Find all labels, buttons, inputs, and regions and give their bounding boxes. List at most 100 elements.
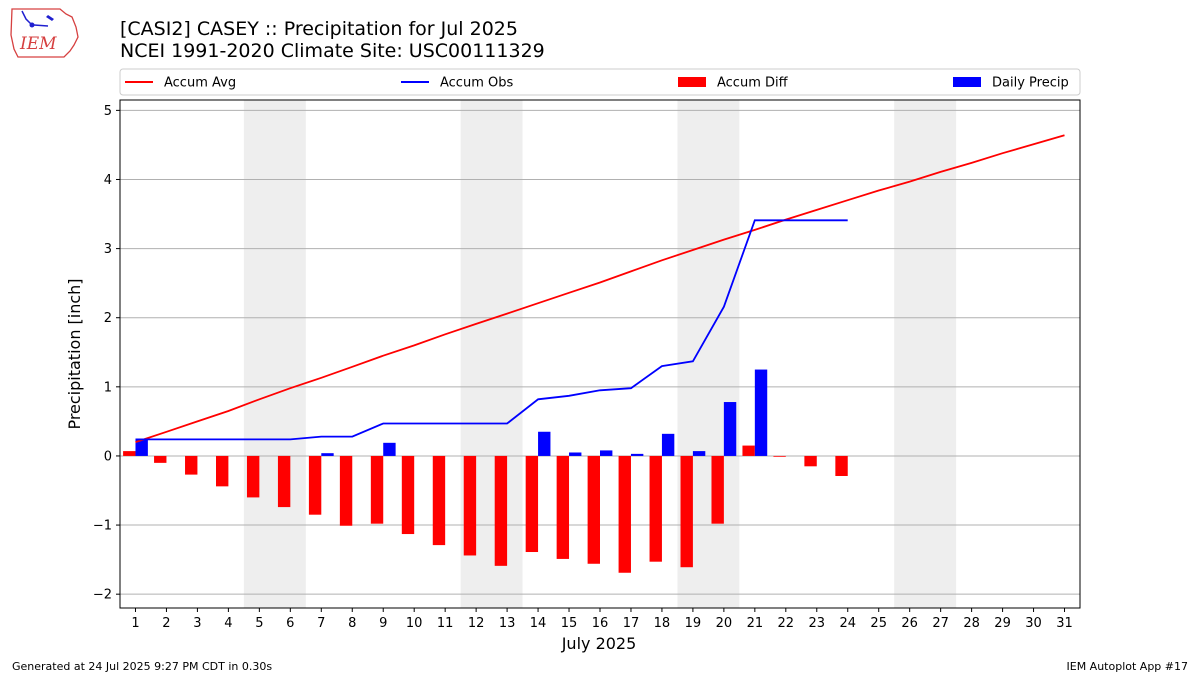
iem-logo: IEM: [8, 5, 80, 59]
x-tick-label: 19: [685, 616, 702, 631]
y-tick-label: 0: [104, 449, 112, 464]
daily-precip-bar: [383, 442, 396, 456]
x-tick-label: 20: [716, 616, 733, 631]
accum-diff-bar: [277, 455, 291, 508]
x-tick-label: 29: [994, 616, 1011, 631]
accum-diff-bar: [494, 455, 508, 566]
x-tick-label: 30: [1025, 616, 1042, 631]
x-tick-label: 11: [437, 616, 454, 631]
daily-precip-bar: [321, 453, 334, 456]
logo-text: IEM: [19, 34, 57, 54]
x-tick-label: 31: [1056, 616, 1073, 631]
y-tick-label: 5: [104, 104, 112, 119]
accum-diff-bar: [401, 455, 415, 535]
legend-frame: [119, 68, 1081, 96]
weekend-band-1: [243, 100, 306, 608]
accum-diff-bar: [773, 455, 786, 457]
x-tick-label: 12: [468, 616, 485, 631]
x-tick-label: 14: [530, 616, 547, 631]
x-tick-label: 13: [499, 616, 516, 631]
accum-diff-bar: [680, 455, 693, 568]
y-tick-label: 2: [104, 311, 112, 326]
x-tick-label: 3: [193, 616, 201, 631]
daily-precip-bar: [661, 433, 675, 456]
x-tick-label: 9: [379, 616, 387, 631]
legend-label-accum-avg: Accum Avg: [164, 76, 236, 91]
y-tick-label: −1: [93, 519, 112, 534]
accum-diff-bar: [525, 455, 539, 553]
accum-diff-bar: [308, 455, 322, 515]
accum-diff-bar: [742, 445, 755, 456]
accum-obs-line: [135, 219, 848, 441]
x-tick-label: 25: [870, 616, 887, 631]
accum-diff-bar: [587, 455, 600, 564]
legend-swatch-daily-precip: [953, 77, 981, 87]
daily-precip-bar: [630, 453, 644, 456]
y-tick-label: 3: [104, 242, 112, 257]
y-tick-label: −2: [93, 588, 112, 603]
daily-precip-bar: [723, 402, 737, 456]
daily-precip-bar: [754, 369, 768, 456]
x-tick-label: 23: [809, 616, 826, 631]
legend-label-daily-precip: Daily Precip: [992, 76, 1069, 91]
daily-precip-bar: [600, 450, 613, 456]
title-line-1: [CASI2] CASEY :: Precipitation for Jul 2…: [120, 18, 518, 40]
x-tick-label: 10: [406, 616, 423, 631]
x-tick-label: 21: [747, 616, 764, 631]
line-layer: [135, 134, 1065, 443]
accum-diff-bar: [246, 455, 260, 498]
x-tick-label: 7: [317, 616, 325, 631]
x-tick-label: 27: [932, 616, 949, 631]
accum-diff-bar: [835, 455, 848, 476]
chart-title: [CASI2] CASEY :: Precipitation for Jul 2…: [120, 18, 545, 62]
accum-diff-bar: [216, 455, 229, 487]
accum-diff-bar: [339, 455, 353, 526]
accum-diff-bar: [154, 455, 167, 463]
x-tick-label: 28: [963, 616, 980, 631]
title-line-2: NCEI 1991-2020 Climate Site: USC00111329: [120, 40, 545, 62]
x-tick-label: 15: [561, 616, 578, 631]
x-tick-label: 18: [654, 616, 671, 631]
daily-precip-bar: [692, 451, 706, 456]
daily-precip-bar: [135, 439, 148, 456]
accum-diff-bar: [370, 455, 384, 524]
accum-diff-bar: [649, 455, 662, 562]
accum-diff-bar: [711, 455, 724, 524]
y-tick-label: 1: [104, 380, 112, 395]
legend-swatch-accum-diff: [678, 77, 706, 87]
weekend-shading-layer: [243, 100, 957, 608]
accum-diff-bar: [432, 455, 446, 546]
x-tick-label: 16: [592, 616, 609, 631]
accum-diff-bar: [618, 455, 631, 573]
x-tick-label: 8: [348, 616, 356, 631]
accum-diff-bar: [804, 455, 817, 467]
daily-precip-bar: [569, 452, 582, 456]
legend-label-accum-obs: Accum Obs: [440, 76, 513, 91]
x-tick-label: 26: [901, 616, 918, 631]
accum-diff-bar: [463, 455, 477, 556]
accum-avg-line: [135, 134, 1065, 443]
legend-label-accum-diff: Accum Diff: [717, 76, 789, 91]
x-tick-label: 6: [286, 616, 294, 631]
y-axis-label: Precipitation [inch]: [65, 278, 84, 429]
accum-diff-bar: [556, 455, 570, 559]
x-tick-label: 24: [839, 616, 856, 631]
legend: Accum Avg Accum Obs Accum Diff Daily Pre…: [119, 68, 1081, 96]
x-tick-label: 2: [162, 616, 170, 631]
weekend-band-4: [894, 100, 957, 608]
x-tick-label: 4: [224, 616, 232, 631]
footer-app: IEM Autoplot App #17: [1066, 660, 1189, 673]
x-tick-label: 22: [778, 616, 795, 631]
accum-diff-bar: [123, 451, 136, 456]
daily-precip-bar: [538, 431, 551, 456]
x-tick-label: 5: [255, 616, 263, 631]
footer-generated: Generated at 24 Jul 2025 9:27 PM CDT in …: [12, 660, 273, 673]
bar-layer: [123, 369, 848, 573]
x-tick-label: 17: [623, 616, 640, 631]
accum-diff-bar: [185, 455, 198, 475]
x-tick-label: 1: [131, 616, 139, 631]
x-axis-label: July 2025: [561, 634, 637, 653]
y-tick-label: 4: [104, 173, 112, 188]
